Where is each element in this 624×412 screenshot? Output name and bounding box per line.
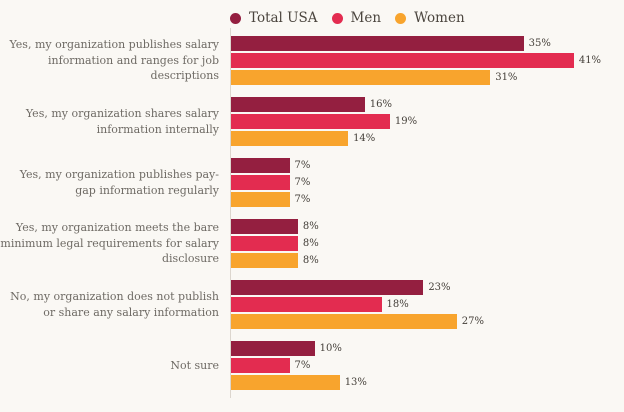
value-label: 35% [528,38,551,49]
bars-group: 23% 18% 27% [230,280,624,329]
category-label: No, my organization does not publish or … [10,289,219,319]
value-label: 8% [302,255,319,266]
value-label: 7% [294,177,311,188]
chart-row-1: Yes, my organization publishes salary in… [0,36,624,85]
bar-line-total-usa: 16% [231,97,624,112]
bars-group: 16% 19% 14% [230,97,624,146]
bar-line-women: 14% [231,131,624,146]
value-label: 8% [302,221,319,232]
bar-line-men: 19% [231,114,624,129]
bar-line-women: 31% [231,70,624,85]
chart-row-6: Not sure 10% 7% 13% [0,341,624,390]
value-label: 10% [319,343,342,354]
bar-line-total-usa: 23% [231,280,624,295]
value-label: 13% [344,377,367,388]
bar-line-total-usa: 7% [231,158,624,173]
bar-women [231,70,491,85]
bar-line-total-usa: 35% [231,36,624,51]
value-label: 41% [578,55,602,66]
bar-line-total-usa: 8% [231,219,624,234]
value-label: 7% [294,194,311,205]
bar-line-women: 27% [231,314,624,329]
value-label: 27% [461,316,484,327]
value-label: 19% [394,116,418,127]
value-label: 8% [302,238,319,249]
bar-line-total-usa: 10% [231,341,624,356]
legend-dot-icon [230,12,241,24]
bar-total-usa [231,36,524,51]
value-label: 7% [294,360,311,371]
value-label: 18% [386,299,409,310]
bar-women [231,131,349,146]
bar-line-men: 18% [231,297,624,312]
category-label: Yes, my organization meets the bare mini… [0,220,219,266]
bar-women [231,192,290,207]
legend-item-women: Women [395,10,465,26]
bar-line-men: 7% [231,358,624,373]
category-label: Not sure [170,358,219,372]
legend: Total USA Men Women [230,8,624,28]
bar-line-men: 7% [231,175,624,190]
chart-row-4: Yes, my organization meets the bare mini… [0,219,624,268]
value-label: 16% [369,99,393,110]
legend-item-total-usa: Total USA [230,10,318,26]
chart-row-5: No, my organization does not publish or … [0,280,624,329]
legend-label: Men [350,10,382,26]
bar-men [231,53,574,68]
y-axis-line [230,28,231,398]
bar-women [231,375,340,390]
bar-men [231,358,290,373]
legend-label: Women [414,10,465,26]
bars-group: 8% 8% 8% [230,219,624,268]
category-label: Yes, my organization shares salary infor… [25,106,219,136]
value-label: 23% [428,282,451,293]
bar-men [231,175,290,190]
bar-line-women: 7% [231,192,624,207]
bar-women [231,253,298,268]
bar-men [231,114,390,129]
bar-line-women: 8% [231,253,624,268]
legend-label: Total USA [249,10,318,26]
bar-women [231,314,457,329]
category-label: Yes, my organization publishes pay-gap i… [19,167,219,197]
bar-men [231,297,382,312]
value-label: 7% [294,160,311,171]
value-label: 14% [353,133,376,144]
bars-group: 7% 7% 7% [230,158,624,207]
bars-group: 35% 41% 31% [230,36,624,85]
bar-line-women: 13% [231,375,624,390]
legend-dot-icon [331,12,343,24]
bar-total-usa [231,97,365,112]
bars-group: 10% 7% 13% [230,341,624,390]
bar-total-usa [231,280,424,295]
chart-rows: Yes, my organization publishes salary in… [0,36,624,390]
bar-total-usa [231,219,298,234]
bar-total-usa [231,158,290,173]
category-label: Yes, my organization publishes salary in… [9,37,219,83]
bar-total-usa [231,341,315,356]
legend-dot-icon [395,12,407,24]
value-label: 31% [495,72,518,83]
bar-line-men: 41% [231,53,624,68]
chart-row-3: Yes, my organization publishes pay-gap i… [0,158,624,207]
chart-row-2: Yes, my organization shares salary infor… [0,97,624,146]
bar-line-men: 8% [231,236,624,251]
bar-men [231,236,298,251]
legend-item-men: Men [331,10,382,26]
